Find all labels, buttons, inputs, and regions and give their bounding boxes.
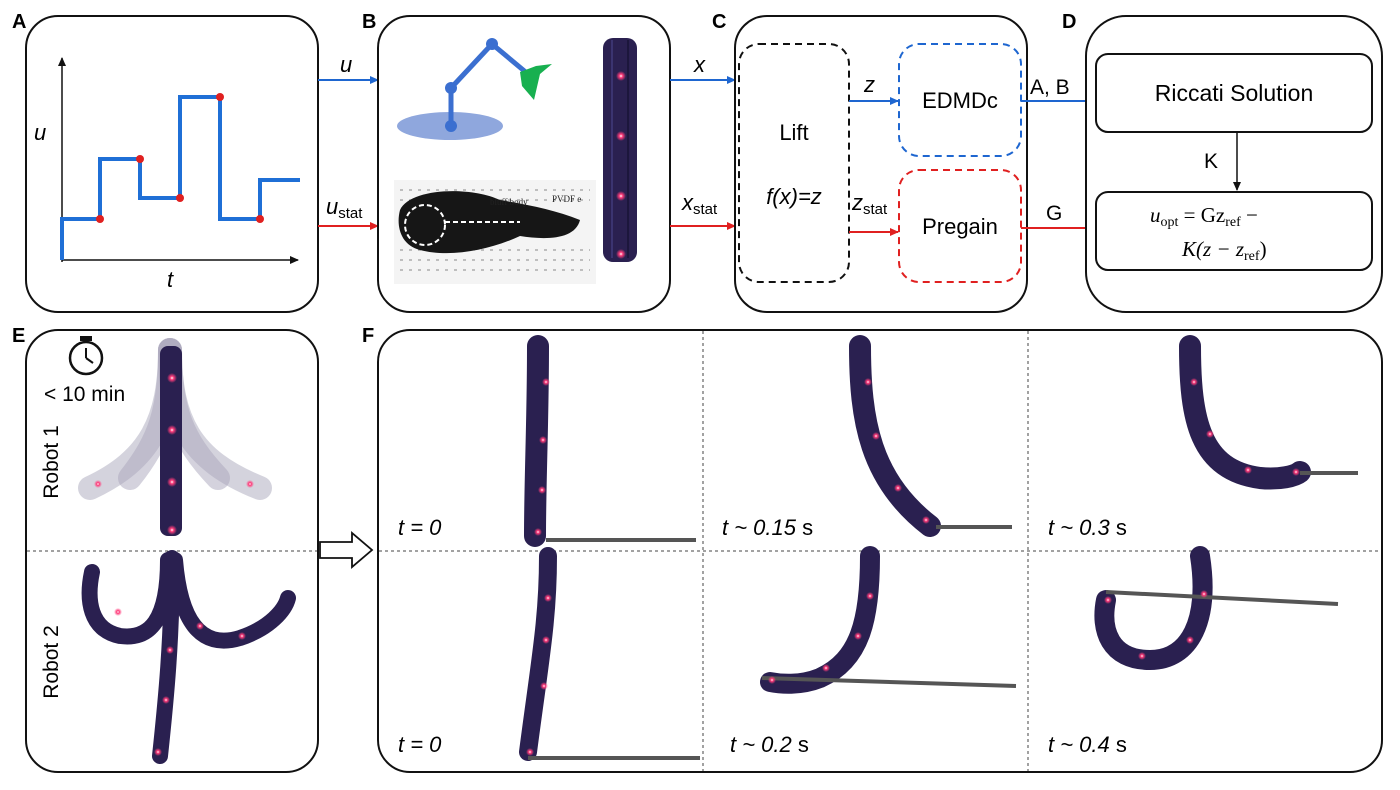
sample-point bbox=[136, 155, 144, 163]
label-z: z bbox=[863, 72, 875, 97]
time-label: t = 0 bbox=[398, 732, 442, 757]
edmdc-label: EDMDc bbox=[922, 88, 998, 113]
robot2-label: Robot 2 bbox=[40, 625, 63, 699]
y-axis-label: u bbox=[34, 120, 46, 145]
lift-function: f(x)=z bbox=[766, 184, 822, 209]
time-label: t ~ 0.4 s bbox=[1048, 732, 1127, 757]
lift-box bbox=[738, 43, 850, 283]
time-text: < 10 min bbox=[44, 383, 125, 406]
sample-point bbox=[216, 93, 224, 101]
x-axis-label: t bbox=[167, 267, 174, 292]
pregain-label: Pregain bbox=[922, 214, 998, 239]
robot-arm-illustration bbox=[397, 38, 552, 140]
label-u: u bbox=[340, 52, 352, 77]
sample-point bbox=[256, 215, 264, 223]
lift-title: Lift bbox=[779, 120, 808, 145]
riccati-box bbox=[1095, 53, 1373, 133]
frame-top-1 bbox=[524, 335, 696, 547]
flow-visualization: bluff body PVDF e bbox=[394, 180, 596, 284]
label-x: x bbox=[693, 52, 706, 77]
control-law-box bbox=[1095, 191, 1373, 271]
panel-f: t = 0 t ~ 0.15 s t ~ 0.3 s t = 0 t ~ 0.2… bbox=[377, 329, 1383, 773]
time-label: t ~ 0.3 s bbox=[1048, 515, 1127, 540]
panel-e: < 10 min < 10 min Robot 1 Robot 2 bbox=[25, 329, 319, 773]
frame-top-3 bbox=[1179, 335, 1358, 490]
panel-letter-f: F bbox=[362, 325, 374, 347]
panel-a: u t bbox=[25, 15, 319, 313]
frame-top-2 bbox=[849, 335, 1012, 537]
robot-photo bbox=[603, 38, 637, 262]
label-x-stat: xstat bbox=[681, 190, 718, 218]
stopwatch-icon bbox=[68, 336, 104, 376]
panel-letter-d: D bbox=[1062, 11, 1076, 33]
panel-letter-b: B bbox=[362, 11, 376, 33]
frame-bottom-3 bbox=[1094, 546, 1339, 671]
time-label: t ~ 0.2 s bbox=[730, 732, 809, 757]
frame-bottom-2 bbox=[760, 546, 1017, 694]
label-ab: A, B bbox=[1030, 76, 1070, 99]
panel-letter-a: A bbox=[12, 11, 26, 33]
label-g: G bbox=[1046, 202, 1062, 225]
time-label: t = 0 bbox=[398, 515, 442, 540]
panel-letter-c: C bbox=[712, 11, 726, 33]
panel-b: bluff body PVDF e bbox=[377, 15, 671, 313]
sample-point bbox=[96, 215, 104, 223]
flow-label-pvdf: PVDF e bbox=[552, 194, 581, 204]
time-label: t ~ 0.15 s bbox=[722, 515, 813, 540]
panel-letter-e: E bbox=[12, 325, 25, 347]
panel-c: Lift f(x)=z EDMDc Pregain z zstat bbox=[734, 15, 1028, 313]
robot1-overlay bbox=[78, 338, 272, 536]
label-u-stat: ustat bbox=[326, 194, 363, 222]
label-k: K bbox=[1204, 150, 1218, 173]
control-law-line2: K(z − zref) bbox=[1181, 237, 1267, 264]
sample-point bbox=[176, 194, 184, 202]
pregain-box bbox=[898, 169, 1022, 283]
robot2-overlay bbox=[81, 550, 296, 764]
flow-label-bluff-body: bluff body bbox=[490, 197, 528, 207]
riccati-label: Riccati Solution bbox=[1155, 80, 1314, 106]
hollow-arrow bbox=[319, 531, 374, 569]
label-z-stat: zstat bbox=[851, 190, 888, 218]
robot1-label: Robot 1 bbox=[40, 425, 63, 499]
control-law-line1: uopt = Gzref − bbox=[1150, 203, 1258, 230]
panel-d: Riccati Solution K uopt = Gzref − K(z − … bbox=[1085, 15, 1383, 313]
frame-bottom-1 bbox=[519, 547, 700, 761]
